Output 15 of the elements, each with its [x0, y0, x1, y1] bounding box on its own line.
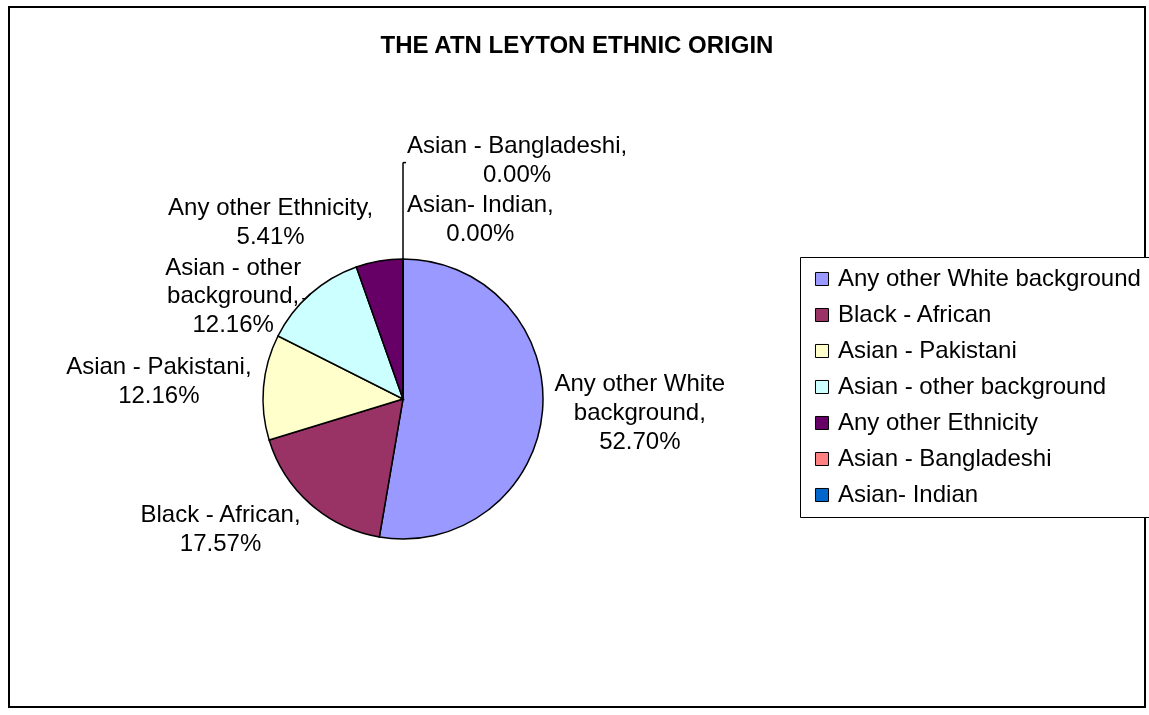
data-label: Any other White background, 52.70%: [554, 369, 726, 454]
legend-label: Any other Ethnicity: [838, 408, 1039, 435]
text: Asian - Bangladeshi, 0.00%: [406, 130, 628, 187]
legend-label: Any other White background: [838, 264, 1141, 291]
text: Asian- Indian, 0.00%: [406, 190, 554, 247]
data-label: Asian - other background, 12.16%: [165, 252, 302, 338]
legend-label: Asian- Indian: [838, 480, 979, 507]
legend-label: Asian - other background: [838, 372, 1107, 399]
data-label: Asian - Pakistani, 12.16%: [66, 352, 252, 409]
data-label: Black - African, 17.57%: [140, 499, 301, 556]
data-label: Any other Ethnicity, 5.41%: [168, 192, 374, 249]
chart-title: THE ATN LEYTON ETHNIC ORIGIN: [380, 31, 774, 58]
legend-label: Black - African: [838, 300, 992, 327]
legend-label: Asian - Bangladeshi: [838, 444, 1052, 471]
legend-label: Asian - Pakistani: [838, 336, 1017, 363]
